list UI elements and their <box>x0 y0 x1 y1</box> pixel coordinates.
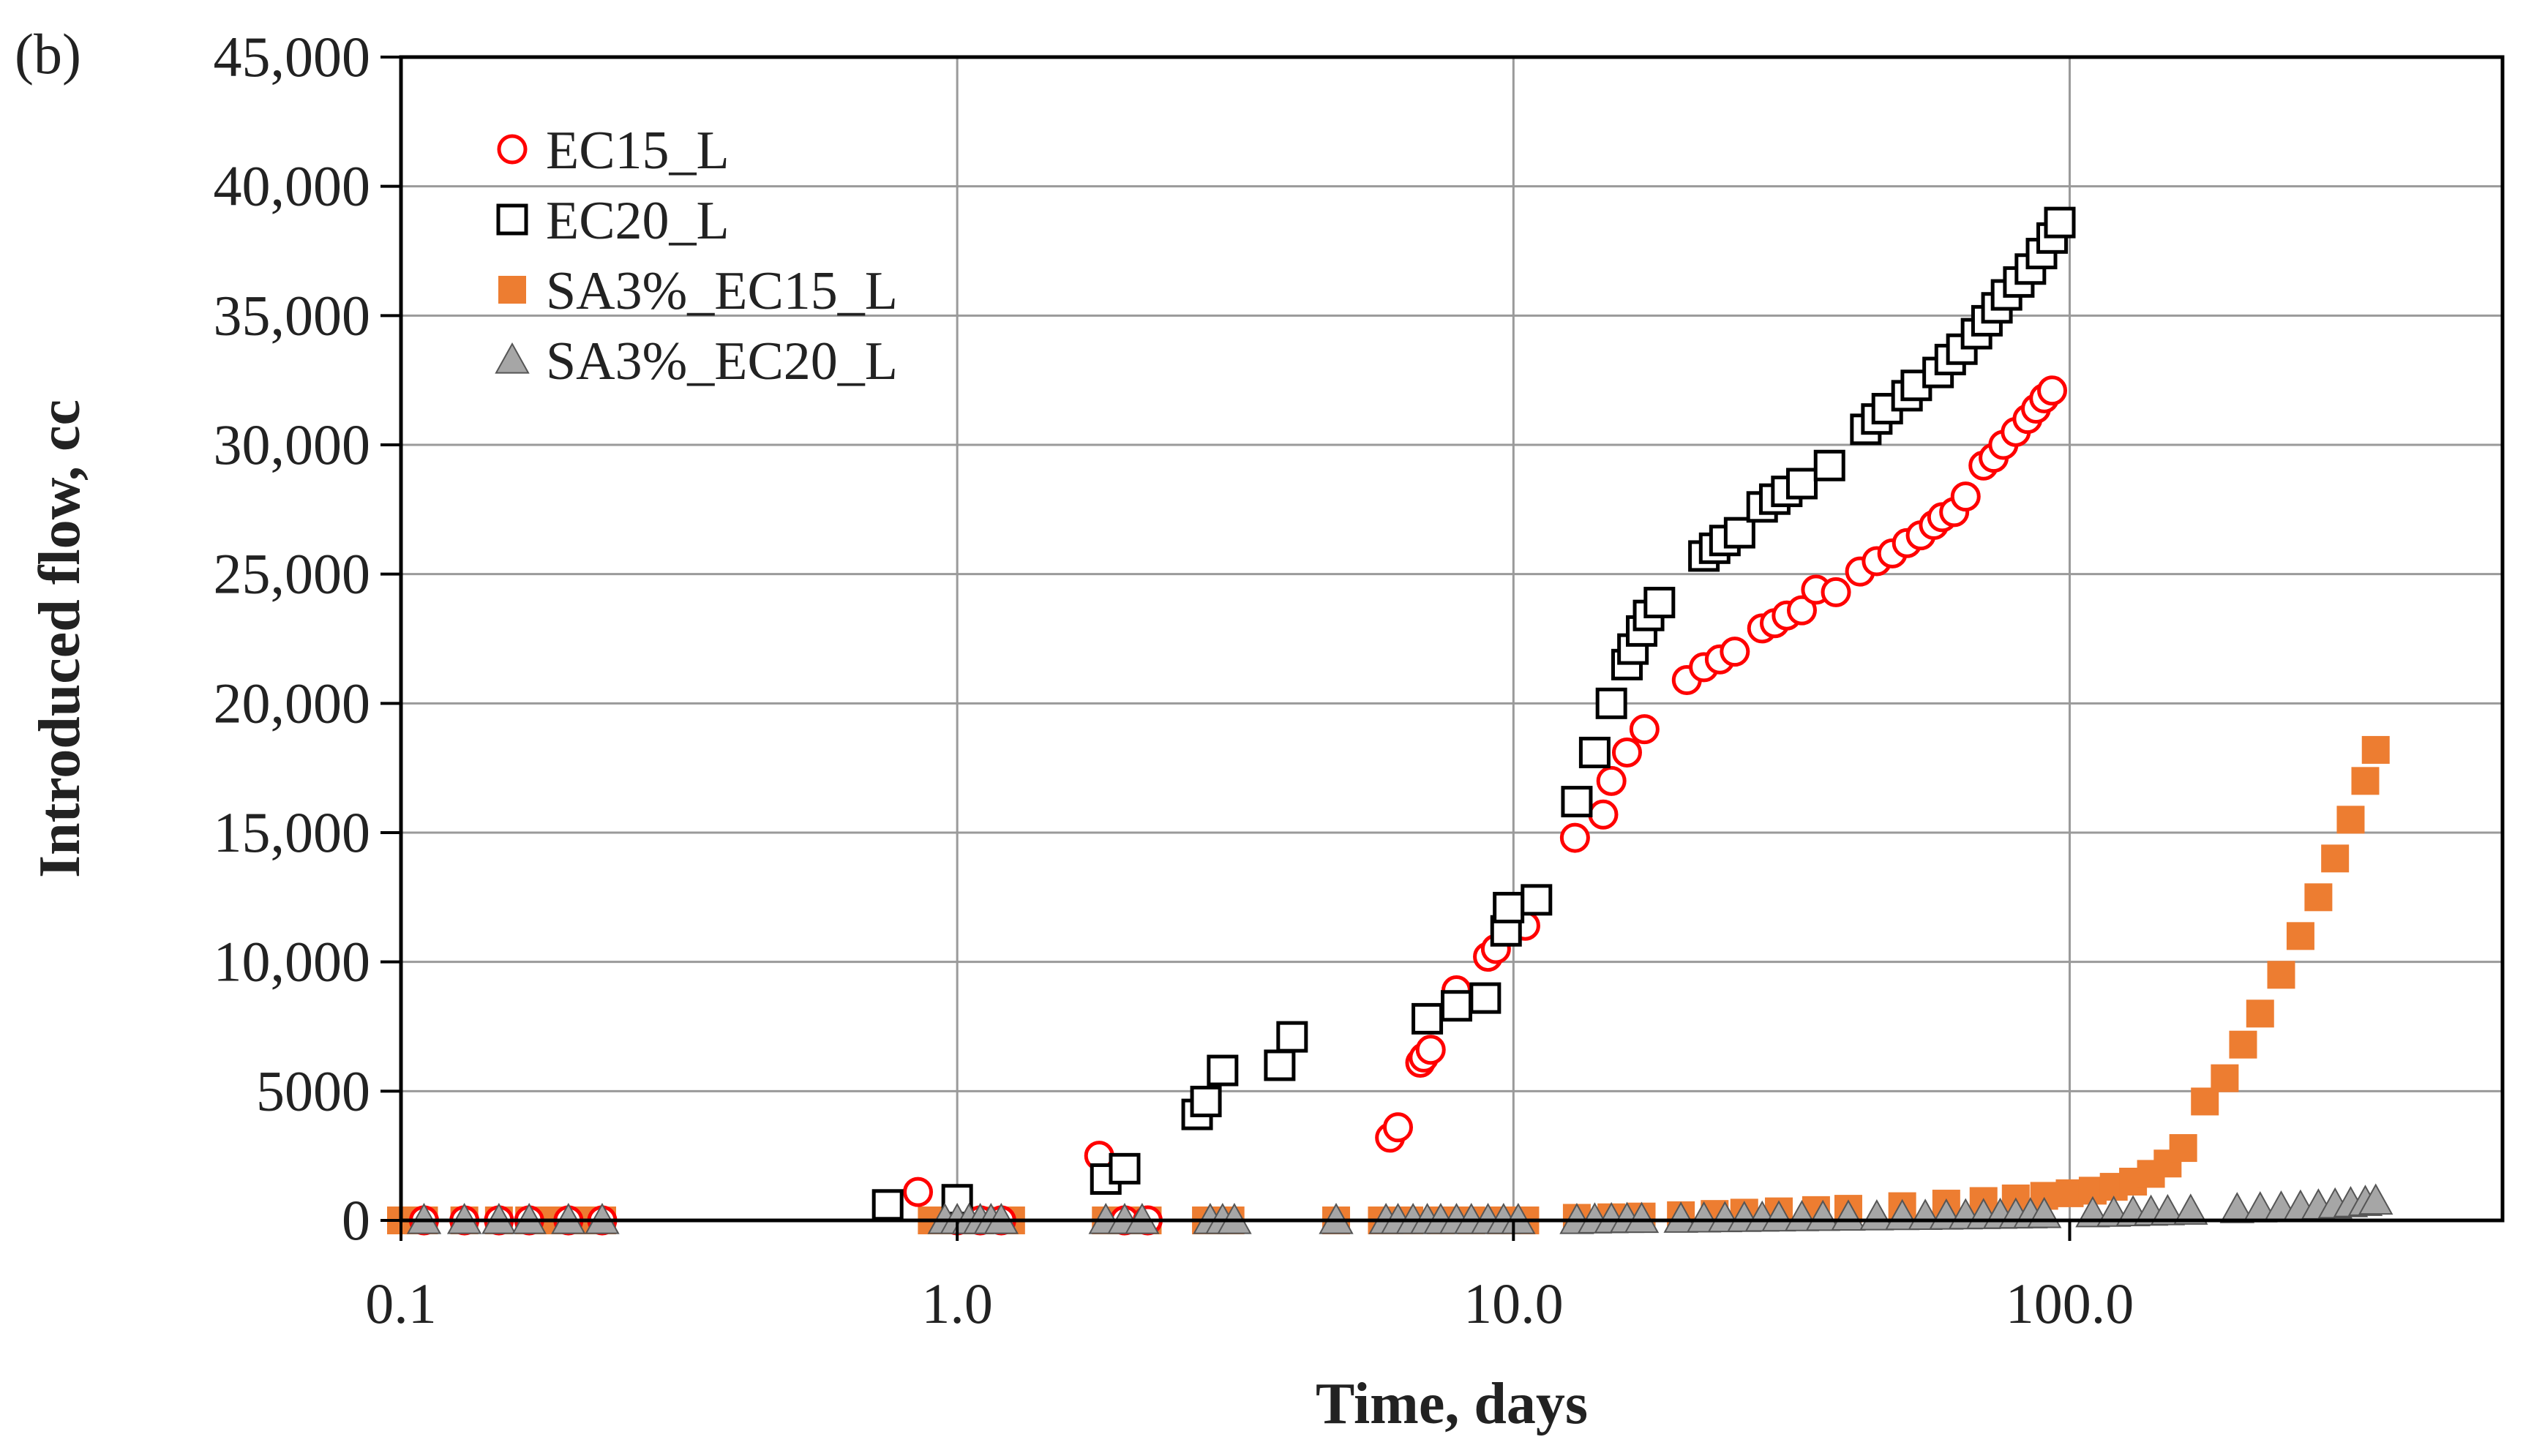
data-point <box>1761 1200 1796 1232</box>
data-point <box>2229 1030 2257 1059</box>
plot-frame <box>399 55 2505 1223</box>
data-point <box>2286 922 2314 950</box>
y-tick-label: 30,000 <box>214 413 371 476</box>
data-point <box>1412 1002 1444 1035</box>
x-tick-label: 10.0 <box>1463 1272 1564 1335</box>
data-point <box>2336 806 2365 834</box>
data-point <box>1663 1201 1698 1233</box>
data-point <box>2246 999 2274 1028</box>
x-tick-label: 100.0 <box>2006 1272 2134 1335</box>
data-point <box>1596 765 1627 796</box>
legend-label: EC15_L <box>546 121 730 181</box>
data-point <box>1786 595 1817 626</box>
data-point <box>1578 736 1611 768</box>
data-point <box>1561 786 1593 818</box>
data-point <box>1383 1112 1414 1143</box>
data-point <box>2211 1064 2239 1092</box>
y-tick-label: 40,000 <box>214 154 371 218</box>
data-point <box>2150 1193 2186 1226</box>
data-point <box>2321 844 2350 873</box>
data-point <box>2361 735 2390 764</box>
data-point <box>2351 767 2380 795</box>
legend-label: SA3%_EC15_L <box>546 261 898 321</box>
legend-marker <box>497 134 528 165</box>
data-point <box>1831 1199 1866 1231</box>
legend-marker <box>495 342 530 374</box>
data-point <box>2304 883 2333 912</box>
data-point <box>1805 1199 1840 1231</box>
data-point <box>2358 1183 2393 1215</box>
data-point <box>1643 587 1676 619</box>
y-tick-label: 35,000 <box>214 283 371 347</box>
data-point <box>903 1177 934 1207</box>
data-point <box>1441 990 1473 1022</box>
data-point <box>2191 1087 2219 1116</box>
data-point <box>1264 1049 1296 1081</box>
axes-layer: 0 5000 10,000 15,000 20,000 25,000 30,000 35,00… <box>214 25 2134 1335</box>
series-layer <box>387 206 2393 1236</box>
data-point <box>2173 1193 2208 1225</box>
y-tick-label: 20,000 <box>214 671 371 735</box>
legend-marker <box>496 203 528 236</box>
data-point <box>1190 1085 1222 1117</box>
data-point <box>1720 637 1750 667</box>
x-axis-title: Time, days <box>1316 1372 1588 1436</box>
data-point <box>1276 1021 1308 1053</box>
y-tick-label: 5000 <box>256 1059 370 1122</box>
legend-marker <box>498 276 526 304</box>
data-point <box>1785 468 1818 500</box>
data-point <box>2037 375 2068 406</box>
data-point <box>1629 714 1660 745</box>
data-point <box>1493 891 1525 923</box>
data-point <box>1109 1152 1141 1185</box>
series-ec15-l <box>408 375 2068 1236</box>
data-point <box>2219 1192 2255 1223</box>
data-point <box>1624 1201 1660 1234</box>
series-ec20-l <box>871 206 2076 1221</box>
y-tick-label: 10,000 <box>214 930 371 994</box>
legend: EC15_L EC20_L SA3%_EC15_L SA3%_EC20_L <box>495 121 898 391</box>
data-point <box>2169 1134 2197 1163</box>
y-tick-label: 0 <box>342 1188 370 1252</box>
data-point <box>2044 206 2076 239</box>
y-axis-title: Introduced flow, cc <box>28 399 92 878</box>
data-point <box>2267 961 2295 989</box>
x-tick-label: 1.0 <box>921 1272 993 1335</box>
data-point <box>1521 884 1553 916</box>
data-point <box>1723 517 1755 549</box>
data-point <box>1950 481 1981 512</box>
y-tick-label: 25,000 <box>214 542 371 606</box>
y-tick-label: 45,000 <box>214 25 371 89</box>
panel-label: (b) <box>15 22 81 86</box>
y-tick-label: 15,000 <box>214 800 371 864</box>
data-point <box>871 1189 904 1221</box>
data-point <box>1821 577 1851 607</box>
data-point <box>1813 449 1845 481</box>
x-tick-label: 0.1 <box>365 1272 437 1335</box>
legend-label: SA3%_EC20_L <box>546 331 898 391</box>
data-point <box>1415 1035 1446 1065</box>
data-point <box>1559 822 1590 853</box>
data-point <box>1611 737 1642 768</box>
data-point <box>1588 799 1619 830</box>
data-point <box>1595 687 1627 719</box>
data-point <box>1859 1198 1894 1231</box>
data-point <box>1207 1054 1239 1087</box>
data-point <box>1469 982 1502 1014</box>
gridlines <box>401 57 2503 1220</box>
legend-label: EC20_L <box>546 191 730 251</box>
